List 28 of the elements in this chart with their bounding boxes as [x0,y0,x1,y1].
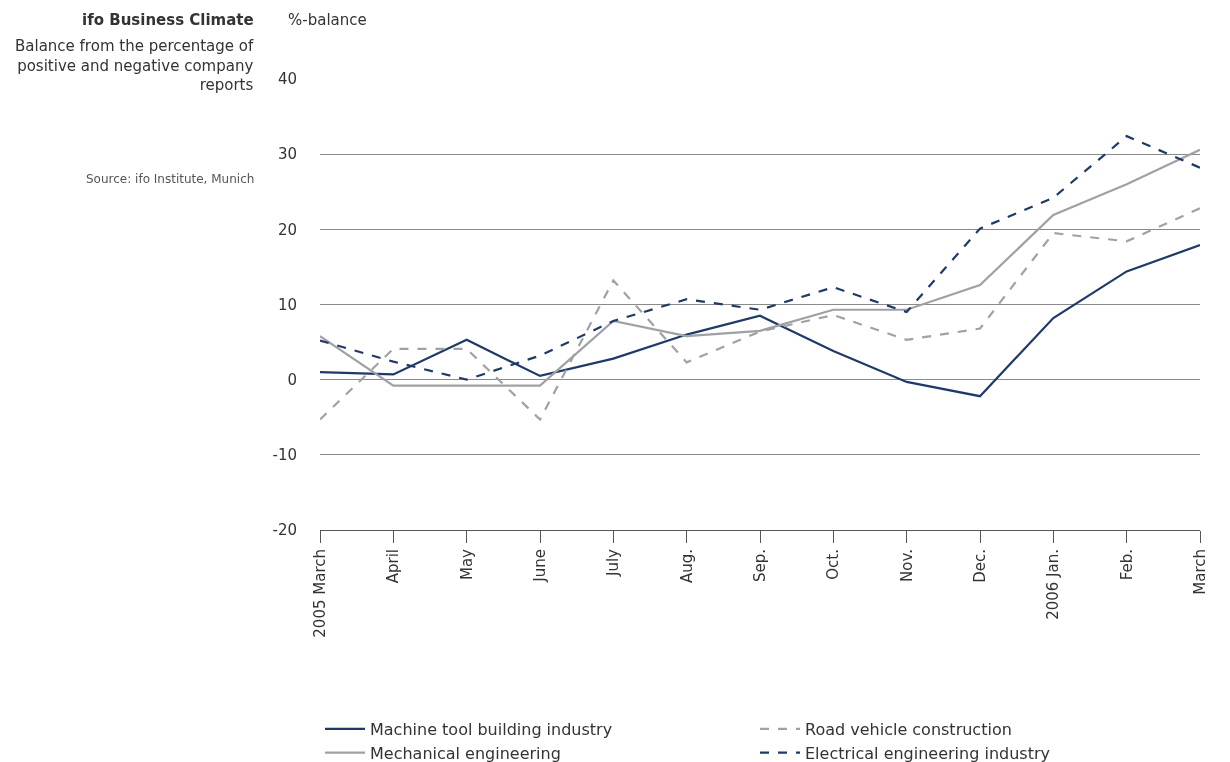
x-tick-label: 2006 Jan. [1044,549,1063,620]
x-tick-label: June [530,549,549,583]
legend-label: Electrical engineering industry [805,743,1050,762]
x-tick-label: May [457,548,476,581]
y-tick-label: 40 [277,70,297,89]
y-tick-label: -20 [272,521,297,540]
x-tick-label: Sep. [750,549,769,583]
x-tick-label: July [604,548,623,577]
x-tick-label: Aug. [677,549,696,584]
y-tick-label: 10 [277,295,297,314]
y-axis-title: %-balance [288,11,367,29]
legend-label: Mechanical engineering [370,743,561,762]
x-tick-label: Nov. [897,549,916,582]
x-tick-label: March [1190,549,1209,595]
text: ifo Business Climate [82,11,254,29]
x-tick-label: Oct. [824,549,843,580]
legend-label: Road vehicle construction [805,720,1012,740]
y-tick-label: -10 [272,446,297,465]
x-tick-label: April [384,549,403,584]
y-tick-label: 0 [287,370,297,389]
legend-label: Machine tool building industry [370,720,613,740]
x-tick-label: Dec. [970,549,989,583]
y-tick-label: 20 [277,220,297,239]
text: Balance from the percentage of positive and negative company reports [15,37,254,94]
source-note: Source: ifo Institute, Munich [86,172,255,186]
x-tick-label: Feb. [1117,549,1136,581]
x-tick-label: 2005 March [310,549,329,638]
y-tick-label: 30 [277,145,297,164]
